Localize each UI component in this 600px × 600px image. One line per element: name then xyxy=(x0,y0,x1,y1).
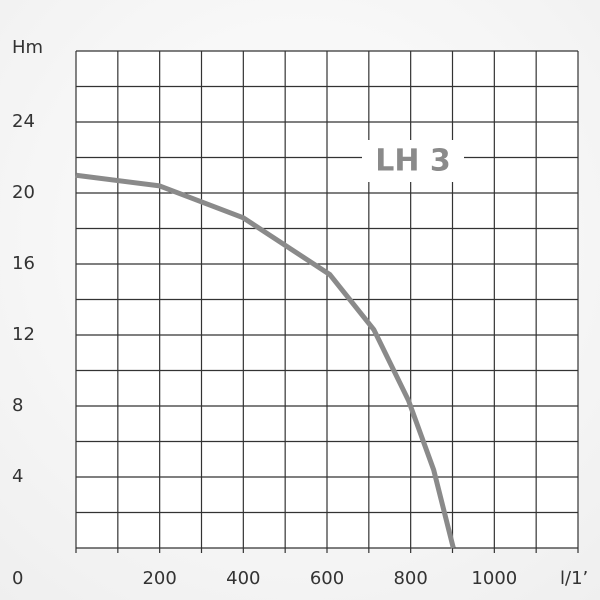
y-tick-label: 12 xyxy=(12,324,35,345)
x-tick-label: 200 xyxy=(142,568,176,589)
y-tick-label: 8 xyxy=(12,395,23,416)
x-tick-label: 600 xyxy=(310,568,344,589)
y-tick-label: 24 xyxy=(12,111,35,132)
y-axis-label: Hm xyxy=(12,37,43,58)
x-tick-label: 800 xyxy=(393,568,427,589)
y-tick-label: 4 xyxy=(12,466,23,487)
origin-label: 0 xyxy=(12,568,23,589)
y-tick-label: 20 xyxy=(12,182,35,203)
label-box xyxy=(362,140,464,182)
x-axis-label: l/1’ xyxy=(560,568,588,589)
x-tick-label: 1000 xyxy=(471,568,517,589)
series-label: LH 3 xyxy=(375,144,451,179)
curve xyxy=(75,172,456,549)
y-tick-label: 16 xyxy=(12,253,35,274)
x-tick-label: 400 xyxy=(226,568,260,589)
